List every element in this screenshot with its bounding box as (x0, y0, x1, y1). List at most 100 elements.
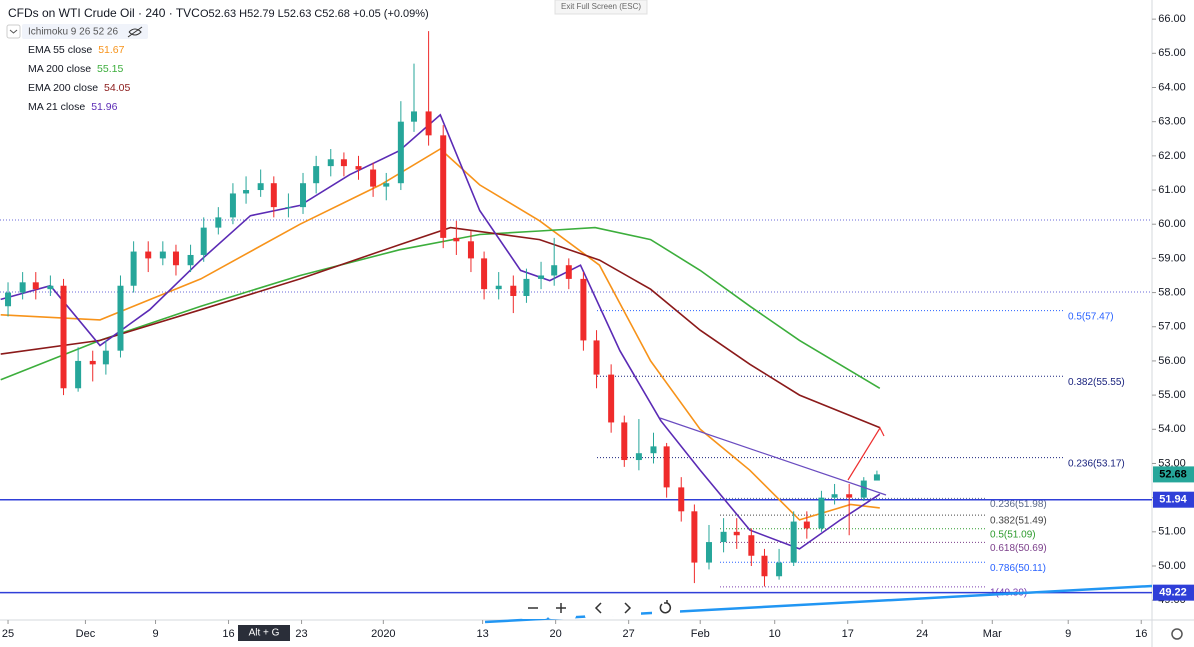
candle-body (621, 422, 628, 461)
indicator-chip[interactable] (22, 24, 148, 39)
candle-body (565, 265, 572, 279)
x-tick-label: 25 (2, 628, 14, 640)
candle-body (678, 487, 685, 512)
candle-body (761, 555, 768, 577)
y-tick-label: 65.00 (1158, 47, 1186, 59)
hide-icon[interactable] (127, 26, 143, 38)
y-tick-label: 50.00 (1158, 560, 1186, 572)
candle-body (551, 265, 558, 276)
candle-body (5, 292, 12, 307)
ohlc-values: O52.63 H52.79 L52.63 C52.68 +0.05 (+0.09… (200, 8, 429, 20)
y-tick-label: 59.00 (1158, 252, 1186, 264)
indicator-line (0, 113, 881, 550)
candle-body (187, 254, 194, 266)
candle-body (270, 183, 277, 208)
fib-label: 0.382(51.49) (990, 516, 1047, 527)
symbol-title: CFDs on WTI Crude Oil · 240 · TVC (8, 6, 200, 20)
candle-body (383, 183, 390, 187)
price-tag-label: 51.94 (1159, 494, 1187, 506)
candle-body (145, 251, 152, 259)
candle-body (846, 494, 853, 498)
y-tick-label: 58.00 (1158, 286, 1186, 298)
x-tick-label: 20 (550, 628, 562, 640)
candle-body (831, 494, 838, 498)
candle-body (285, 207, 292, 209)
candle-body (495, 285, 502, 290)
projection-arrow (847, 426, 885, 481)
chevron-icon (9, 29, 18, 34)
candle-body (510, 285, 517, 296)
candle-body (776, 562, 783, 577)
candle-body (60, 285, 67, 389)
candle-body (790, 521, 797, 563)
legend-label: EMA 55 close (28, 44, 92, 56)
candle-body (635, 453, 642, 461)
y-tick-label: 61.00 (1158, 184, 1186, 196)
indicator-line (0, 226, 881, 429)
exit-fullscreen-button[interactable] (554, 0, 648, 15)
candle-body (200, 227, 207, 255)
y-tick-label: 53.00 (1158, 457, 1186, 469)
candle-body (19, 282, 26, 293)
x-tick-label: 27 (623, 628, 635, 640)
shortcut-tooltip (238, 625, 290, 641)
x-tick-label: 17 (842, 628, 854, 640)
price-tag-label: 52.68 (1159, 468, 1187, 480)
legend-value: 55.15 (97, 63, 123, 75)
plus-icon (556, 603, 566, 613)
candle-body (102, 350, 109, 365)
candle-body (397, 121, 404, 184)
candle-body (593, 340, 600, 375)
x-tick-label: 9 (1065, 628, 1071, 640)
y-tick-label: 66.00 (1158, 13, 1186, 25)
candle-body (313, 166, 320, 184)
indicator-line (0, 148, 880, 521)
fib-label: 0.5(51.09) (990, 529, 1036, 540)
candle-body (130, 251, 137, 286)
candle-body (411, 111, 417, 122)
x-tick-label: Feb (691, 628, 710, 640)
candle-body (538, 275, 545, 279)
candle-body (873, 474, 880, 481)
reset-button[interactable] (652, 597, 680, 619)
price-tag (1153, 491, 1194, 508)
reset-icon (659, 600, 672, 614)
candle-body (75, 360, 82, 389)
settings-icon[interactable] (1171, 628, 1183, 640)
exit-fullscreen-text: Exit Full Screen (ESC) (561, 2, 641, 11)
shortcut-text: Alt + G (249, 628, 280, 639)
scroll-left-button[interactable] (585, 597, 613, 619)
legend-value: 54.05 (104, 82, 130, 94)
price-tag (1153, 584, 1194, 601)
candle-body (650, 446, 657, 454)
candle-body (803, 521, 810, 529)
collapse-button[interactable] (6, 24, 21, 39)
x-tick-label: 16 (1135, 628, 1147, 640)
x-tick-label: 10 (769, 628, 781, 640)
candle-body (467, 241, 474, 259)
y-tick-label: 64.00 (1158, 81, 1186, 93)
candle-body (340, 159, 347, 167)
candle-body (440, 135, 447, 238)
candle-body (32, 282, 39, 290)
candle-body (327, 159, 334, 167)
y-tick-label: 54.00 (1158, 423, 1186, 435)
y-tick-label: 60.00 (1158, 218, 1186, 230)
zoom-toolbar (520, 597, 680, 619)
candle-body (733, 531, 740, 536)
fib-label: 0.786(50.11) (990, 563, 1046, 574)
y-tick-label: 62.00 (1158, 150, 1186, 162)
legend-value: 51.96 (91, 101, 117, 113)
x-tick-label: 16 (222, 628, 234, 640)
x-tick-label: 24 (916, 628, 928, 640)
candle-body (860, 480, 867, 498)
indicator-line (0, 226, 881, 389)
scroll-right-button[interactable] (613, 597, 641, 619)
candle-body (117, 285, 124, 351)
y-tick-label: 56.00 (1158, 355, 1186, 367)
candle-body (691, 511, 698, 563)
fib-label: 0.236(53.17) (1068, 458, 1125, 469)
candle-body (172, 251, 179, 266)
candle-body (720, 531, 727, 543)
